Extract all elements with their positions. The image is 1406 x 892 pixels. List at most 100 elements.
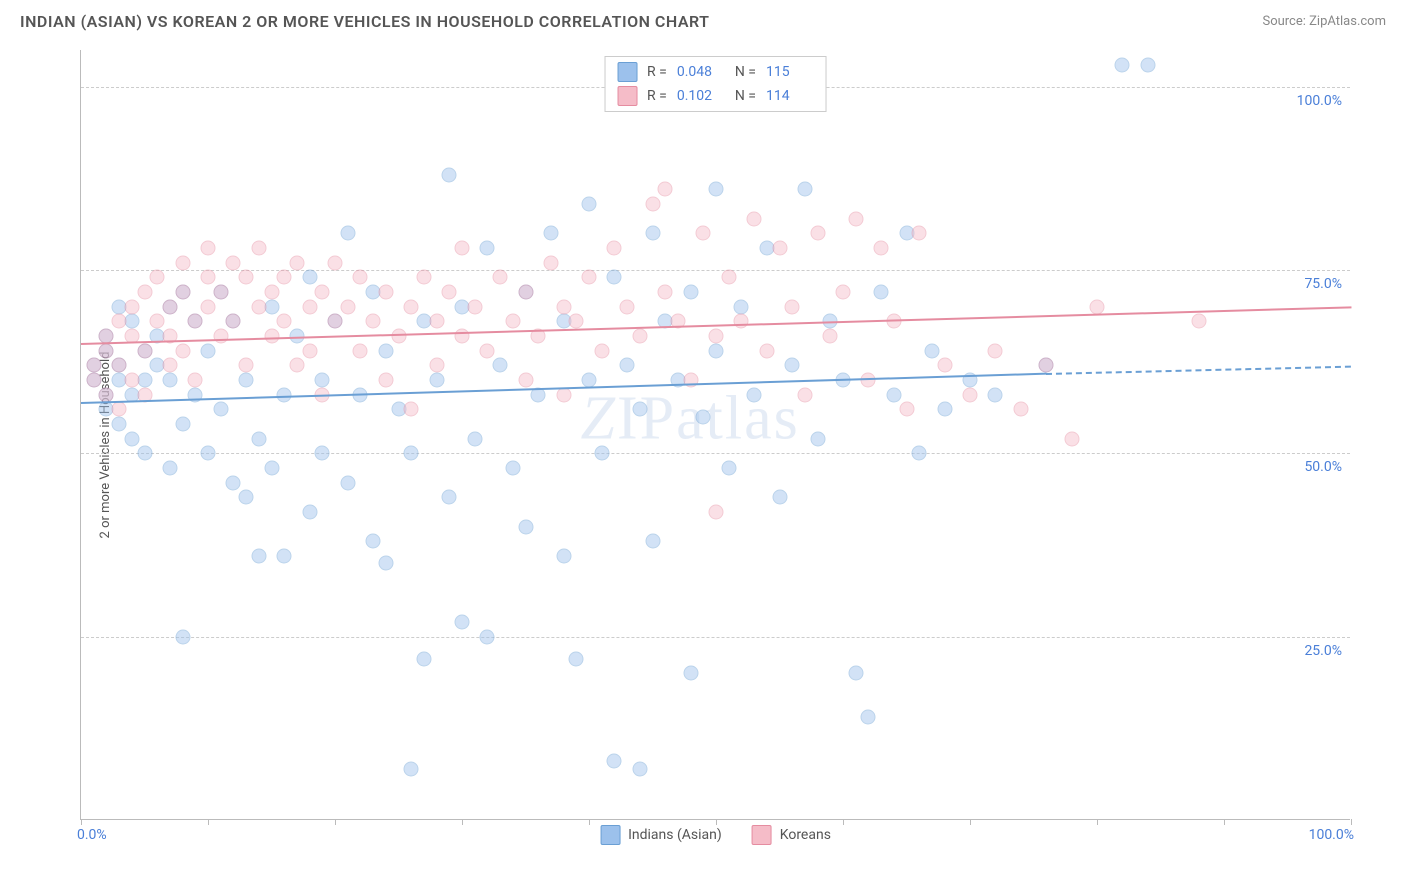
scatter-point: [1064, 431, 1079, 446]
legend-item: Indians (Asian): [600, 825, 722, 845]
scatter-point: [340, 299, 355, 314]
scatter-point: [201, 299, 216, 314]
scatter-point: [404, 402, 419, 417]
scatter-point: [162, 461, 177, 476]
scatter-point: [416, 270, 431, 285]
scatter-point: [353, 343, 368, 358]
source-label: Source: ZipAtlas.com: [1262, 14, 1386, 29]
scatter-point: [937, 402, 952, 417]
x-tick: [970, 819, 971, 825]
scatter-point: [251, 549, 266, 564]
legend-swatch: [600, 825, 620, 845]
scatter-point: [785, 358, 800, 373]
scatter-point: [810, 226, 825, 241]
scatter-point: [874, 241, 889, 256]
scatter-point: [99, 343, 114, 358]
scatter-point: [137, 446, 152, 461]
scatter-point: [912, 446, 927, 461]
scatter-point: [721, 270, 736, 285]
scatter-point: [416, 651, 431, 666]
scatter-point: [277, 314, 292, 329]
scatter-point: [696, 409, 711, 424]
scatter-point: [366, 314, 381, 329]
scatter-point: [455, 615, 470, 630]
scatter-point: [493, 270, 508, 285]
scatter-point: [137, 285, 152, 300]
scatter-point: [632, 402, 647, 417]
scatter-point: [112, 314, 127, 329]
scatter-point: [620, 299, 635, 314]
scatter-point: [124, 299, 139, 314]
scatter-point: [289, 358, 304, 373]
scatter-point: [1140, 57, 1155, 72]
scatter-point: [264, 285, 279, 300]
scatter-point: [912, 226, 927, 241]
scatter-point: [683, 666, 698, 681]
scatter-point: [518, 519, 533, 534]
scatter-point: [607, 241, 622, 256]
scatter-point: [162, 358, 177, 373]
scatter-point: [302, 299, 317, 314]
scatter-point: [175, 417, 190, 432]
scatter-point: [175, 285, 190, 300]
chart-title: INDIAN (ASIAN) VS KOREAN 2 OR MORE VEHIC…: [20, 12, 710, 31]
scatter-point: [924, 343, 939, 358]
y-tick-label: 100.0%: [1297, 93, 1342, 109]
x-tick: [81, 819, 82, 825]
scatter-point: [404, 299, 419, 314]
scatter-point: [442, 167, 457, 182]
scatter-point: [988, 387, 1003, 402]
scatter-point: [201, 270, 216, 285]
scatter-point: [124, 373, 139, 388]
scatter-point: [645, 534, 660, 549]
x-tick: [1224, 819, 1225, 825]
scatter-point: [340, 475, 355, 490]
legend-swatch: [752, 825, 772, 845]
stat-n-value: 114: [766, 88, 814, 104]
x-tick: [1351, 819, 1352, 825]
scatter-point: [302, 343, 317, 358]
scatter-point: [582, 197, 597, 212]
scatter-point: [226, 475, 241, 490]
scatter-point: [404, 446, 419, 461]
scatter-point: [175, 255, 190, 270]
scatter-point: [620, 358, 635, 373]
scatter-point: [582, 270, 597, 285]
bottom-legend: Indians (Asian)Koreans: [600, 825, 831, 845]
scatter-point: [429, 358, 444, 373]
scatter-point: [1090, 299, 1105, 314]
scatter-point: [683, 285, 698, 300]
scatter-point: [239, 373, 254, 388]
scatter-point: [467, 431, 482, 446]
scatter-point: [239, 270, 254, 285]
scatter-point: [442, 490, 457, 505]
scatter-point: [734, 299, 749, 314]
stats-row: R =0.102N =114: [605, 84, 826, 108]
scatter-point: [150, 270, 165, 285]
scatter-point: [201, 343, 216, 358]
scatter-point: [201, 446, 216, 461]
scatter-point: [251, 299, 266, 314]
stat-n-value: 115: [766, 64, 814, 80]
watermark: ZIPatlas: [580, 384, 799, 455]
chart-container: 2 or more Vehicles in Household ZIPatlas…: [50, 50, 1390, 840]
x-tick: [1097, 819, 1098, 825]
scatter-point: [1013, 402, 1028, 417]
scatter-point: [162, 299, 177, 314]
legend-swatch: [617, 62, 637, 82]
scatter-point: [569, 314, 584, 329]
scatter-point: [505, 461, 520, 476]
scatter-point: [569, 651, 584, 666]
stat-r-value: 0.048: [677, 64, 725, 80]
scatter-point: [480, 343, 495, 358]
scatter-point: [251, 241, 266, 256]
scatter-point: [455, 241, 470, 256]
scatter-point: [518, 285, 533, 300]
scatter-point: [874, 285, 889, 300]
scatter-point: [112, 358, 127, 373]
y-tick-label: 75.0%: [1304, 276, 1342, 292]
x-tick: [843, 819, 844, 825]
scatter-point: [937, 358, 952, 373]
scatter-point: [137, 343, 152, 358]
scatter-point: [747, 211, 762, 226]
